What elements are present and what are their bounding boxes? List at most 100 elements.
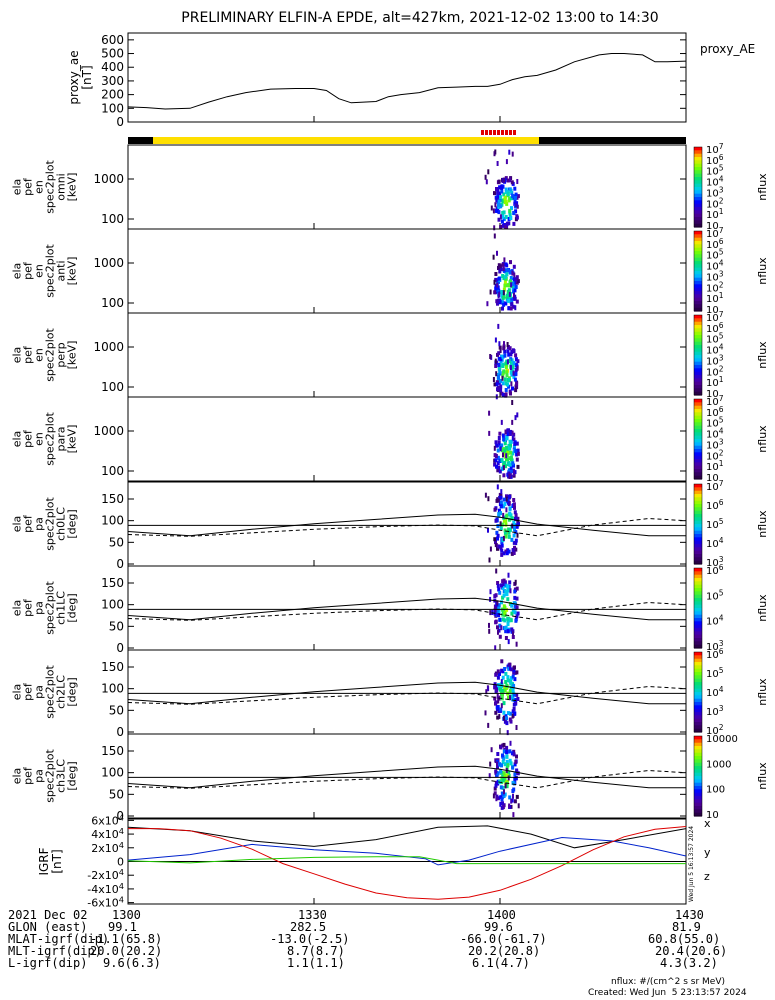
- spectrogram-cell: [494, 277, 498, 282]
- spectrogram-cell: [511, 780, 515, 785]
- spectrogram-cell: [501, 373, 505, 378]
- spectrogram-speck: [488, 622, 490, 628]
- spectrogram-cell: [499, 495, 503, 500]
- spectrogram-cell: [506, 675, 510, 680]
- spectrogram-cell: [502, 604, 506, 609]
- spectrogram-cell: [513, 711, 517, 716]
- spectrogram-cell: [501, 262, 505, 267]
- panel-ylabel-line: ela: [11, 768, 24, 785]
- spectrogram-cell: [497, 436, 501, 440]
- spectrogram-cell: [511, 687, 515, 692]
- spectrogram-cell: [501, 612, 505, 617]
- colorbar-frame: [693, 651, 703, 733]
- spectrogram-cell: [494, 440, 498, 445]
- colorbar-segment: [694, 712, 702, 716]
- spectrogram-speck: [510, 381, 513, 387]
- spectrogram-speck: [511, 435, 514, 441]
- spectrogram-cell: [499, 493, 503, 498]
- colorbar-tick-label: 10: [706, 221, 719, 232]
- spectrogram-cell: [503, 452, 507, 456]
- spectrogram-cell: [494, 518, 498, 523]
- spectrogram-cell: [514, 449, 518, 454]
- spectrogram-cell: [502, 287, 506, 292]
- spectrogram-cell: [501, 381, 505, 386]
- spectrogram-speck: [493, 684, 496, 690]
- colorbar-frame: [693, 398, 703, 480]
- spectrogram-cell: [506, 616, 510, 621]
- spectrogram-cell: [516, 359, 520, 364]
- spectrogram-speck: [502, 465, 505, 471]
- spectrogram-cell: [496, 461, 500, 466]
- spectrogram-cell: [503, 610, 507, 615]
- spectrogram-cell: [508, 346, 512, 351]
- panel-ytick-label: 100: [101, 212, 124, 226]
- spectrogram-cell: [507, 384, 511, 389]
- spectrogram-cell: [501, 364, 505, 368]
- panel-ytick-label: 100: [101, 296, 124, 310]
- spectrogram-cell: [510, 350, 514, 354]
- spectrogram-speck: [497, 629, 499, 635]
- colorbar-segment: [694, 315, 702, 319]
- panel-ylabel-line: [deg]: [66, 509, 79, 538]
- spectrogram-cell: [513, 595, 517, 600]
- spectrogram-cell: [512, 683, 516, 688]
- colorbar-segment: [694, 812, 702, 817]
- spectrogram-speck: [496, 693, 499, 699]
- spectrogram-speck: [484, 492, 487, 498]
- spectrogram-cell: [507, 584, 511, 589]
- colorbar-segment: [694, 381, 702, 386]
- spectrogram-cell: [509, 443, 512, 448]
- colorbar-segment: [694, 405, 702, 410]
- spectrogram-speck: [490, 205, 493, 211]
- spectrogram-cell: [509, 306, 513, 311]
- spectrogram-cell: [511, 765, 515, 770]
- spectrogram-cell: [509, 455, 513, 460]
- panel-ylabel-line: [deg]: [66, 677, 79, 706]
- colorbar-label: nflux: [756, 425, 769, 453]
- spectrogram-cell: [494, 710, 498, 715]
- spectrogram-cell: [506, 349, 510, 354]
- spectrogram-cell: [508, 679, 512, 683]
- spectrogram-cell: [515, 441, 519, 446]
- spectrogram-cell: [509, 465, 513, 470]
- spectrogram-cell: [509, 362, 513, 367]
- colorbar-segment: [694, 749, 702, 754]
- spectrogram-cell: [514, 776, 518, 780]
- spectrogram-speck: [502, 512, 505, 518]
- spectrogram-cell: [515, 596, 519, 601]
- spectrogram-cell: [515, 586, 519, 591]
- colorbar-segment: [694, 153, 702, 158]
- spectrogram-cell: [509, 711, 512, 716]
- spectrogram-cell: [496, 448, 500, 453]
- spectrogram-speck: [485, 179, 488, 185]
- spectrogram-cell: [494, 283, 498, 288]
- spectrogram-cell: [503, 688, 507, 693]
- colorbar-segment: [694, 537, 702, 542]
- spectrogram-speck: [495, 371, 498, 377]
- spectrogram-cell: [512, 211, 516, 216]
- chart-title: PRELIMINARY ELFIN-A EPDE, alt=427km, 202…: [181, 10, 658, 26]
- colorbar-label: nflux: [756, 510, 769, 538]
- spectrogram-cell: [502, 551, 506, 556]
- spectrogram-cell: [501, 760, 505, 765]
- spectrogram-cell: [515, 794, 519, 799]
- colorbar-segment: [694, 331, 702, 336]
- colorbar-segment: [694, 578, 702, 582]
- panel-ylabel-line: pef: [22, 766, 35, 785]
- spectrogram-cell: [515, 692, 519, 697]
- spectrogram-cell: [507, 530, 511, 535]
- spectrogram-cell: [494, 364, 498, 368]
- colorbar-segment: [694, 718, 702, 723]
- spectrogram-cell: [512, 221, 516, 226]
- spectrogram-speck: [515, 725, 518, 730]
- spectrogram-cell: [505, 452, 509, 457]
- spectrogram-cell: [509, 719, 513, 724]
- colorbar-segment: [694, 540, 702, 545]
- spectrogram-cell: [508, 689, 512, 693]
- spectrogram-cell: [514, 196, 517, 200]
- colorbar-segment: [694, 786, 702, 790]
- spectrogram-cell: [512, 277, 516, 282]
- colorbar-segment: [694, 766, 702, 770]
